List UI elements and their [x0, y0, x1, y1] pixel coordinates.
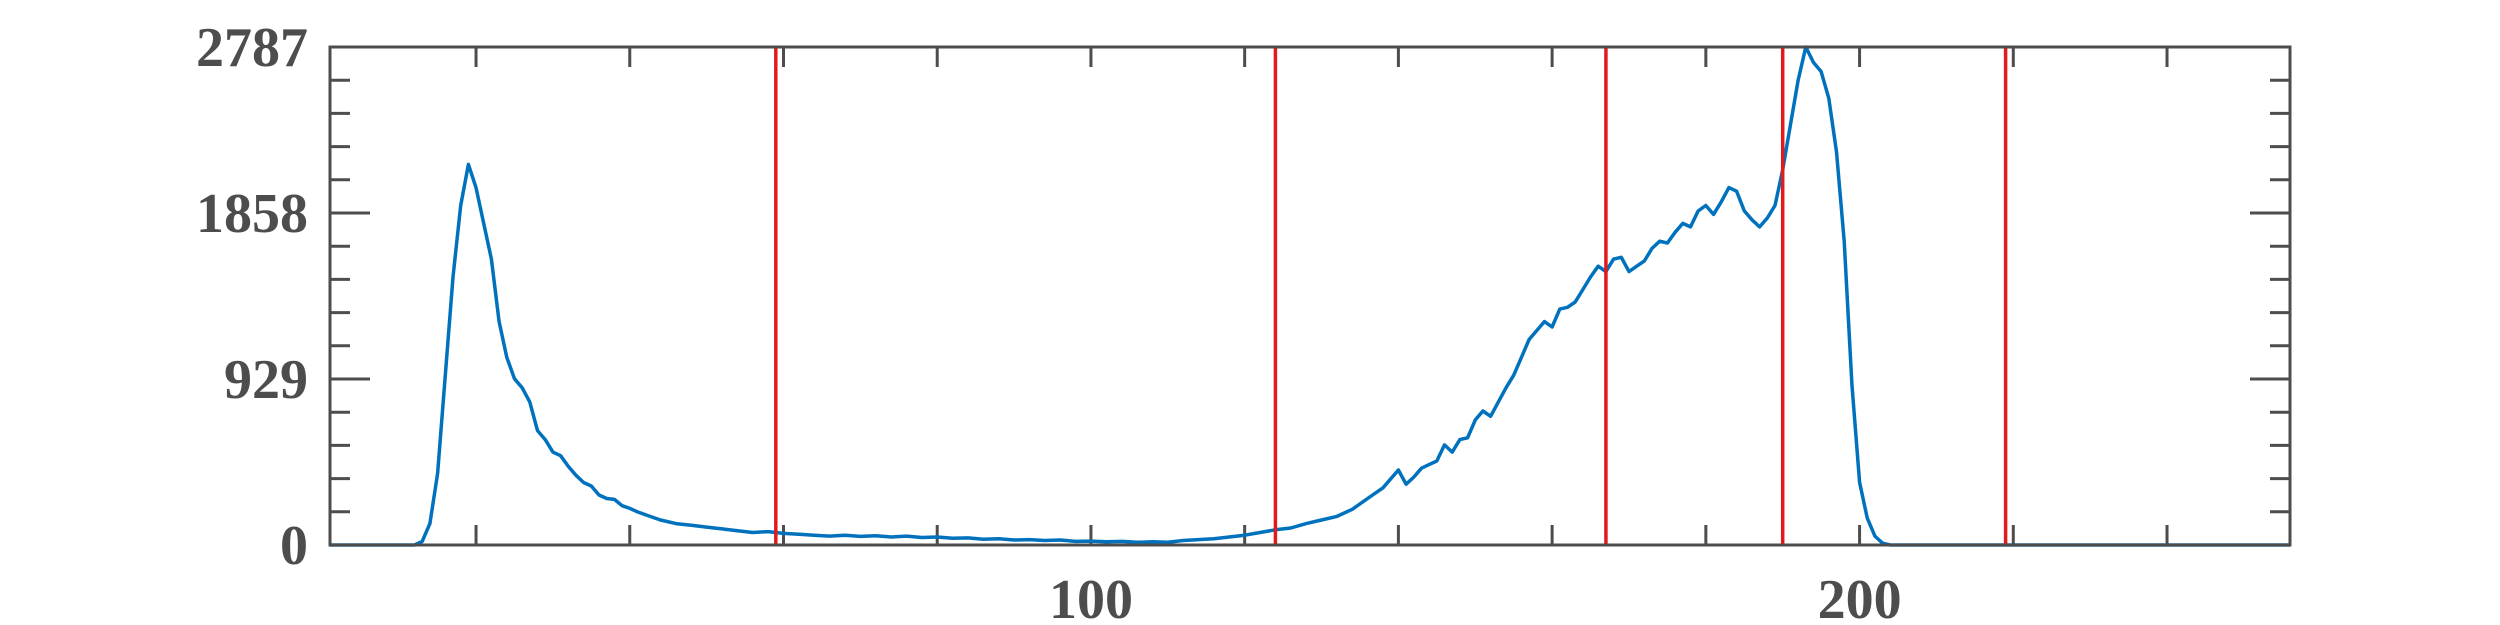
x-tick-label: 200	[1818, 569, 1902, 625]
series-layer	[330, 45, 2290, 547]
y-tick-label: 0	[280, 515, 308, 577]
y-tick-labels: 0 929 1858 2787	[196, 17, 308, 577]
vertical-lines	[774, 47, 2008, 545]
x-tick-labels: 100 200	[1049, 569, 1902, 625]
plot-frame	[328, 45, 2292, 547]
y-tick-label: 1858	[196, 183, 308, 245]
plot-area	[330, 47, 2290, 545]
histogram-series-line	[330, 45, 2290, 547]
y-tick-label: 929	[224, 349, 308, 411]
x-tick-label: 100	[1049, 569, 1133, 625]
y-tick-label: 2787	[196, 17, 308, 79]
